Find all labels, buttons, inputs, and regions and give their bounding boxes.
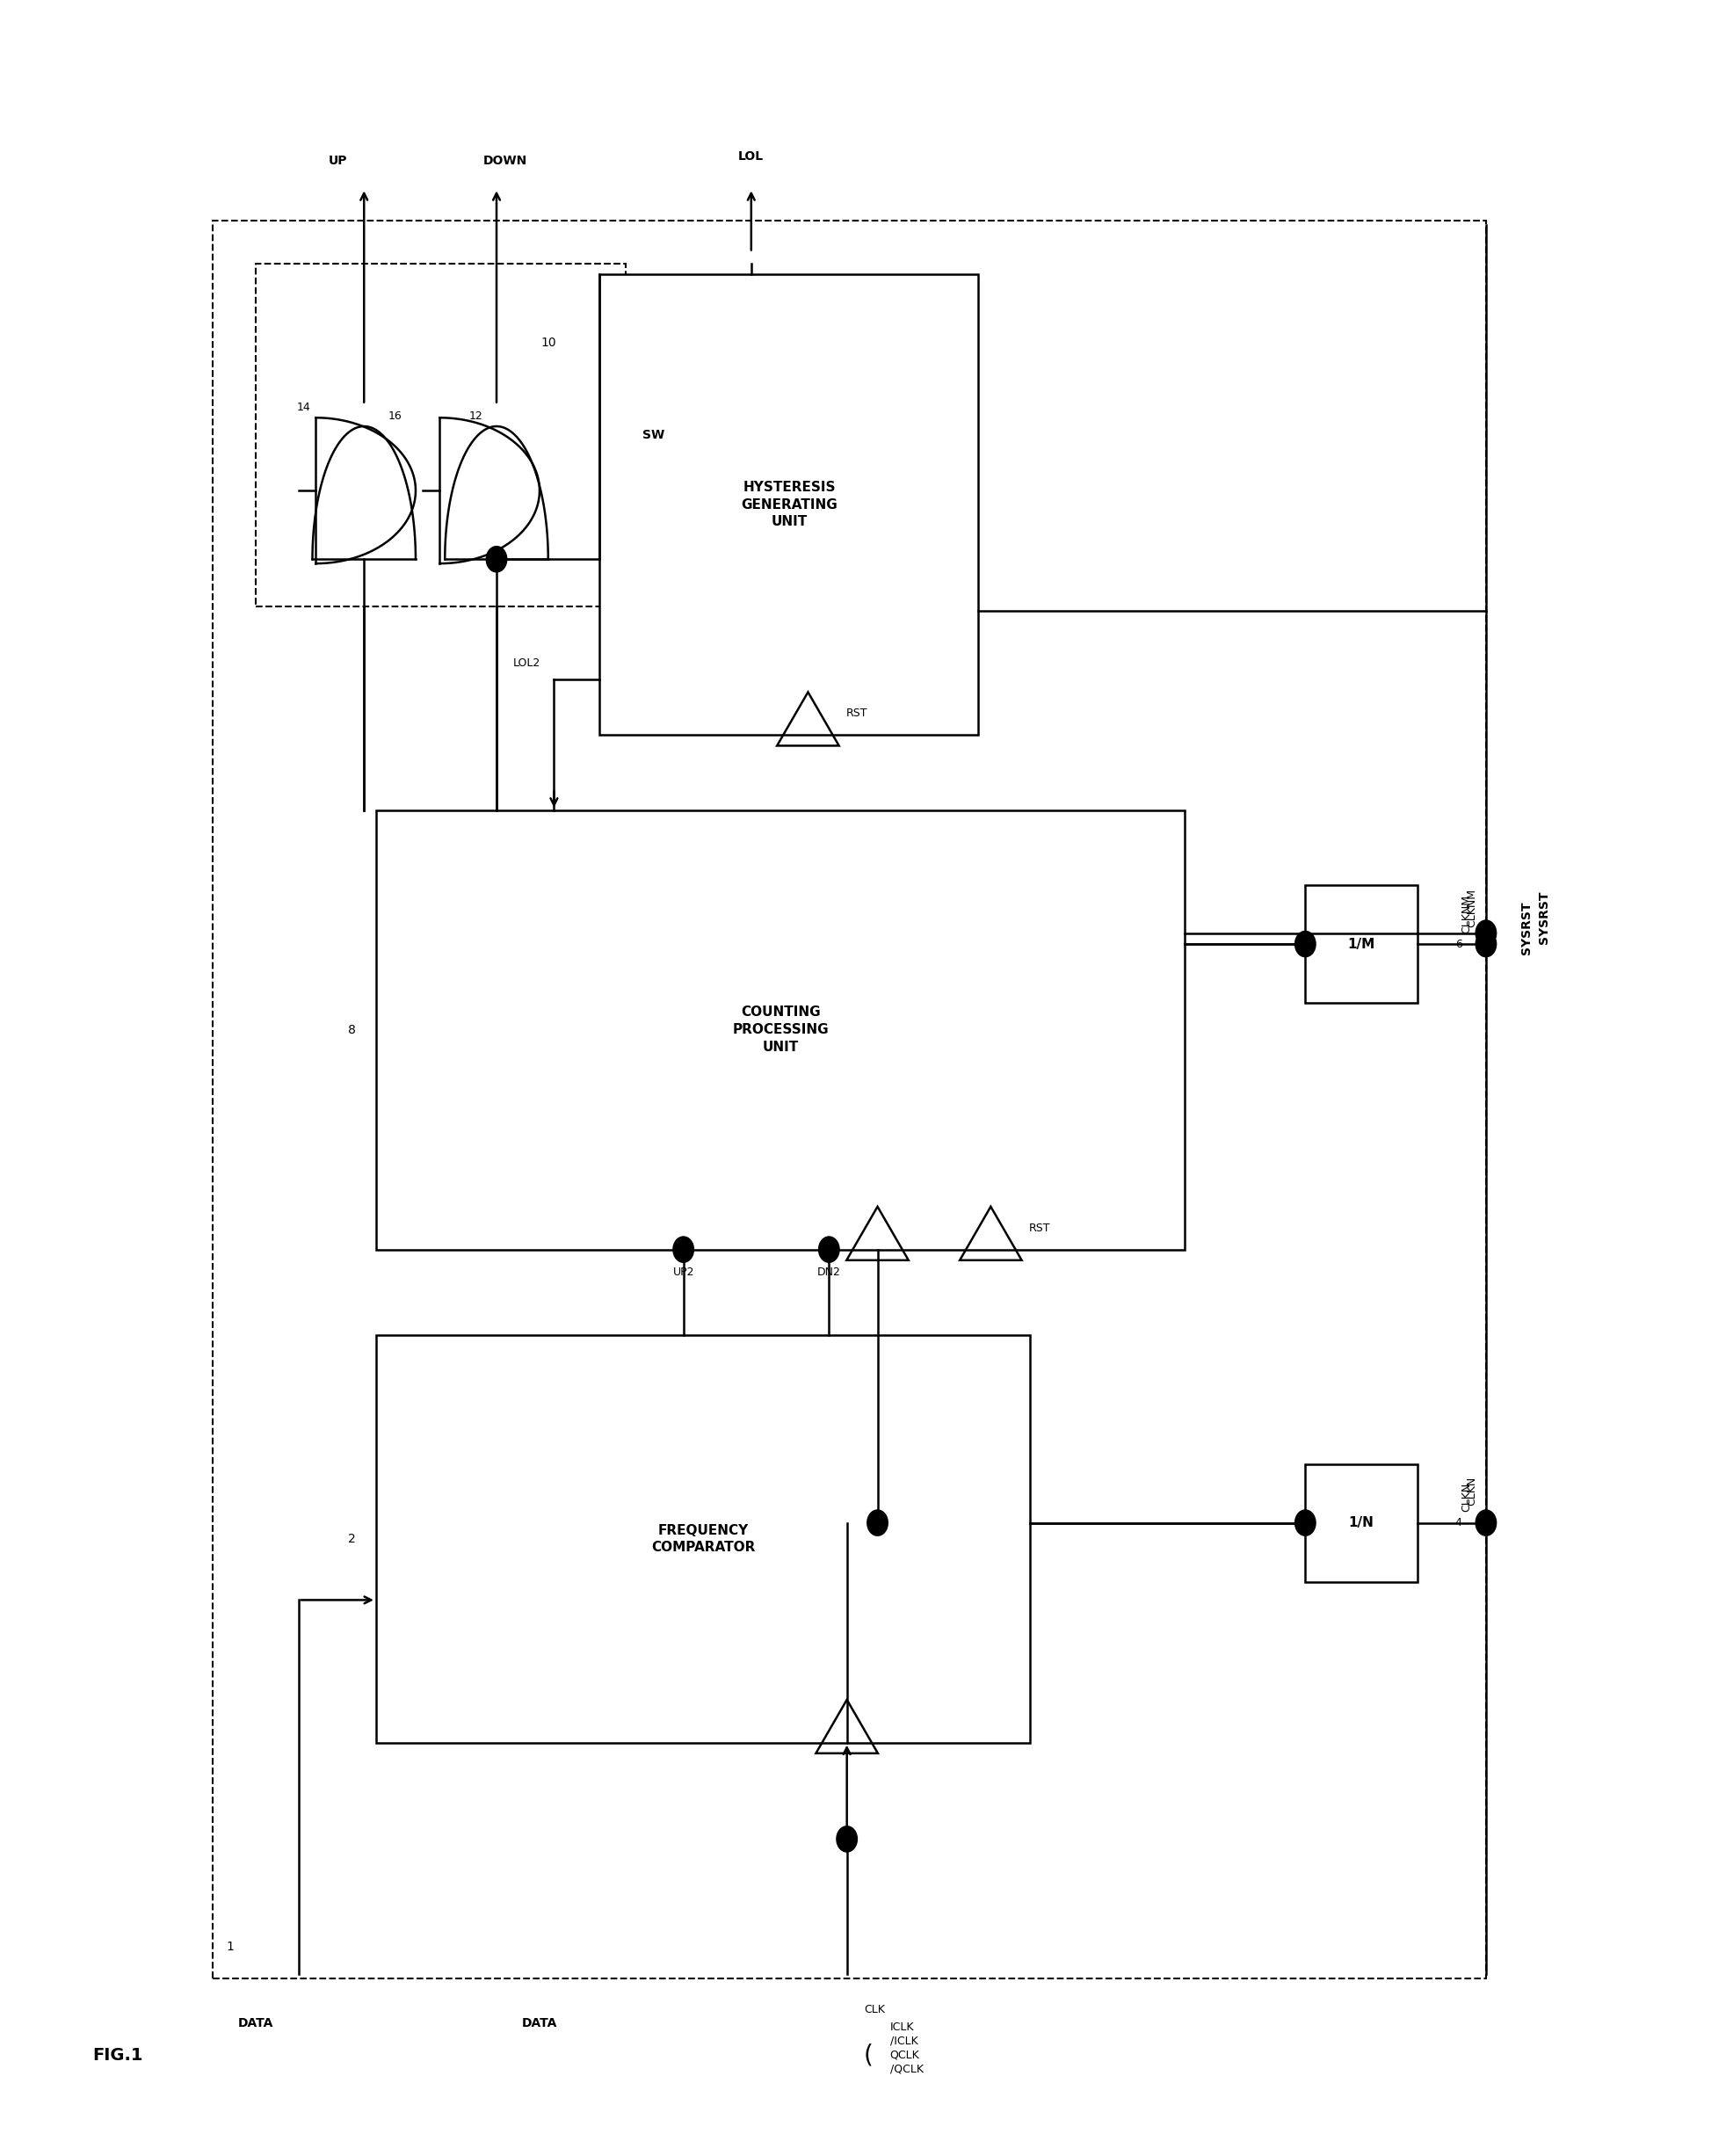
Text: CLK: CLK — [865, 2005, 886, 2016]
Circle shape — [818, 1238, 839, 1263]
Text: DATA: DATA — [522, 2018, 558, 2029]
Text: FIG.1: FIG.1 — [92, 2048, 142, 2063]
Text: 10: 10 — [541, 336, 556, 349]
Circle shape — [1295, 1509, 1315, 1535]
Bar — [1305, 1464, 1418, 1583]
Text: DATA: DATA — [237, 2018, 274, 2029]
Text: SW: SW — [643, 429, 665, 442]
Circle shape — [837, 1826, 858, 1852]
Text: COUNTING
PROCESSING
UNIT: COUNTING PROCESSING UNIT — [733, 1005, 828, 1054]
Text: 2: 2 — [348, 1533, 355, 1546]
Text: 14: 14 — [296, 401, 310, 414]
Circle shape — [1295, 931, 1315, 957]
Bar — [213, 220, 1485, 1979]
Circle shape — [672, 1238, 693, 1263]
Text: CLKN: CLKN — [1466, 1477, 1477, 1505]
Text: 1/N: 1/N — [1348, 1516, 1374, 1529]
Bar — [600, 274, 979, 735]
Text: 8: 8 — [348, 1024, 355, 1035]
Bar — [376, 811, 1185, 1250]
Text: UP: UP — [329, 155, 348, 166]
Text: CLKN: CLKN — [1461, 1483, 1473, 1511]
Text: UP2: UP2 — [672, 1268, 695, 1279]
Text: LOL: LOL — [738, 151, 764, 162]
Text: 12: 12 — [470, 410, 484, 423]
Circle shape — [487, 545, 506, 571]
Text: 1/M: 1/M — [1348, 938, 1374, 951]
Text: ICLK
/ICLK
QCLK
/QCLK: ICLK /ICLK QCLK /QCLK — [891, 2022, 924, 2074]
Text: FREQUENCY
COMPARATOR: FREQUENCY COMPARATOR — [652, 1524, 756, 1554]
Text: RST: RST — [846, 707, 868, 720]
Bar — [256, 263, 626, 606]
Text: 1: 1 — [227, 1940, 234, 1953]
Bar — [376, 1335, 1029, 1742]
Text: SYSRST: SYSRST — [1537, 890, 1549, 944]
Text: DN2: DN2 — [818, 1268, 841, 1279]
Text: CLKNM: CLKNM — [1466, 888, 1477, 927]
Text: LOL2: LOL2 — [513, 658, 541, 668]
Text: SYSRST: SYSRST — [1520, 901, 1532, 955]
Text: CLKNM: CLKNM — [1461, 895, 1473, 934]
Bar — [1305, 886, 1418, 1003]
Text: (: ( — [863, 2042, 873, 2068]
Text: 4: 4 — [1456, 1518, 1463, 1529]
Text: 16: 16 — [388, 410, 402, 423]
Text: 6: 6 — [1456, 938, 1463, 951]
Circle shape — [1477, 931, 1496, 957]
Circle shape — [1477, 921, 1496, 946]
Circle shape — [866, 1509, 887, 1535]
Text: RST: RST — [1029, 1222, 1050, 1233]
Text: DOWN: DOWN — [484, 155, 527, 166]
Text: HYSTERESIS
GENERATING
UNIT: HYSTERESIS GENERATING UNIT — [740, 481, 837, 528]
Circle shape — [1477, 1509, 1496, 1535]
